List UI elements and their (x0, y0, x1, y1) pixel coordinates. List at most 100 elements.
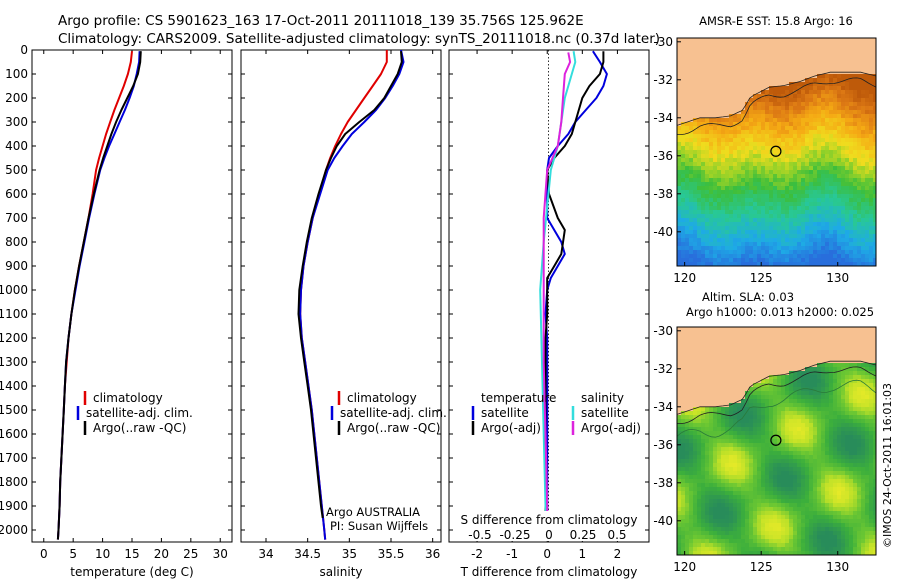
map-cell (693, 483, 698, 488)
map-cell (777, 379, 782, 384)
map-cell (721, 475, 726, 480)
map-cell (729, 130, 734, 135)
map-cell (837, 118, 842, 123)
map-cell (821, 487, 826, 492)
map-cell (773, 487, 778, 492)
map-cell (705, 435, 710, 440)
map-cell (737, 150, 742, 155)
map-cell (857, 214, 862, 219)
map-cell (729, 483, 734, 488)
map-cell (869, 515, 874, 520)
map-cell (769, 491, 774, 496)
map-cell (837, 202, 842, 207)
map-cell (733, 543, 738, 548)
map-cell (761, 451, 766, 456)
map-cell (809, 435, 814, 440)
map-cell (813, 82, 818, 87)
map-cell (761, 551, 766, 555)
map-cell (829, 166, 834, 171)
difference-top-ticks: -0.5 -0.25 0 0.25 0.5 (468, 528, 626, 542)
map-cell (729, 471, 734, 476)
map-cell (677, 170, 682, 175)
map-cell (789, 487, 794, 492)
map-cell (737, 415, 742, 420)
coastline-contour (677, 71, 876, 126)
map-cell (701, 126, 706, 131)
map-cell (685, 246, 690, 251)
map-cell (757, 126, 762, 131)
map-cell (717, 150, 722, 155)
map-cell (841, 543, 846, 548)
map-cell (693, 230, 698, 235)
map-cell (845, 110, 850, 115)
map-cell (749, 182, 754, 187)
map-cell (693, 130, 698, 135)
map-cell (685, 250, 690, 255)
map-cell (785, 142, 790, 147)
map-cell (729, 431, 734, 436)
map-cell (769, 158, 774, 163)
map-cell (809, 194, 814, 199)
map-cell (849, 491, 854, 496)
map-cell (853, 234, 858, 239)
map-cell (845, 535, 850, 540)
sst-map-frame (676, 37, 877, 267)
map-cell (821, 379, 826, 384)
map-cell (733, 134, 738, 139)
map-cell (733, 523, 738, 528)
map-cell (793, 198, 798, 203)
map-cell (785, 403, 790, 408)
map-cell (825, 387, 830, 392)
map-cell (709, 242, 714, 247)
map-cell (801, 222, 806, 227)
map-cell (717, 431, 722, 436)
map-cell (709, 547, 714, 552)
map-cell (689, 491, 694, 496)
map-cell (681, 487, 686, 492)
map-cell (857, 182, 862, 187)
map-cell (813, 122, 818, 127)
map-cell (705, 415, 710, 420)
map-cell (849, 527, 854, 532)
map-cell (825, 419, 830, 424)
map-cell (801, 515, 806, 520)
map-cell (681, 447, 686, 452)
map-cell (765, 395, 770, 400)
map-cell (837, 158, 842, 163)
map-cell (865, 170, 870, 175)
map-cell (765, 387, 770, 392)
map-cell (805, 435, 810, 440)
map-cell (873, 535, 876, 540)
map-cell (705, 455, 710, 460)
map-cell (801, 507, 806, 512)
map-cell (873, 106, 876, 111)
map-cell (705, 511, 710, 516)
map-cell (837, 427, 842, 432)
map-cell (757, 411, 762, 416)
map-cell (701, 551, 706, 555)
map-cell (837, 519, 842, 524)
map-cell (769, 551, 774, 555)
map-cell (765, 535, 770, 540)
map-cell (861, 551, 866, 555)
map-cell (821, 407, 826, 412)
map-cell (773, 439, 778, 444)
map-cell (797, 226, 802, 231)
map-cell (769, 399, 774, 404)
map-cell (769, 503, 774, 508)
map-cell (681, 467, 686, 472)
map-cell (853, 146, 858, 151)
map-cell (849, 238, 854, 243)
map-cell (777, 198, 782, 203)
map-cell (853, 547, 858, 552)
map-cell (681, 150, 686, 155)
map-cell (797, 515, 802, 520)
map-cell (845, 118, 850, 123)
map-cell (689, 178, 694, 183)
map-cell (689, 415, 694, 420)
map-cell (749, 210, 754, 215)
map-cell (689, 519, 694, 524)
map-cell (821, 539, 826, 544)
map-cell (841, 146, 846, 151)
map-cell (729, 242, 734, 247)
